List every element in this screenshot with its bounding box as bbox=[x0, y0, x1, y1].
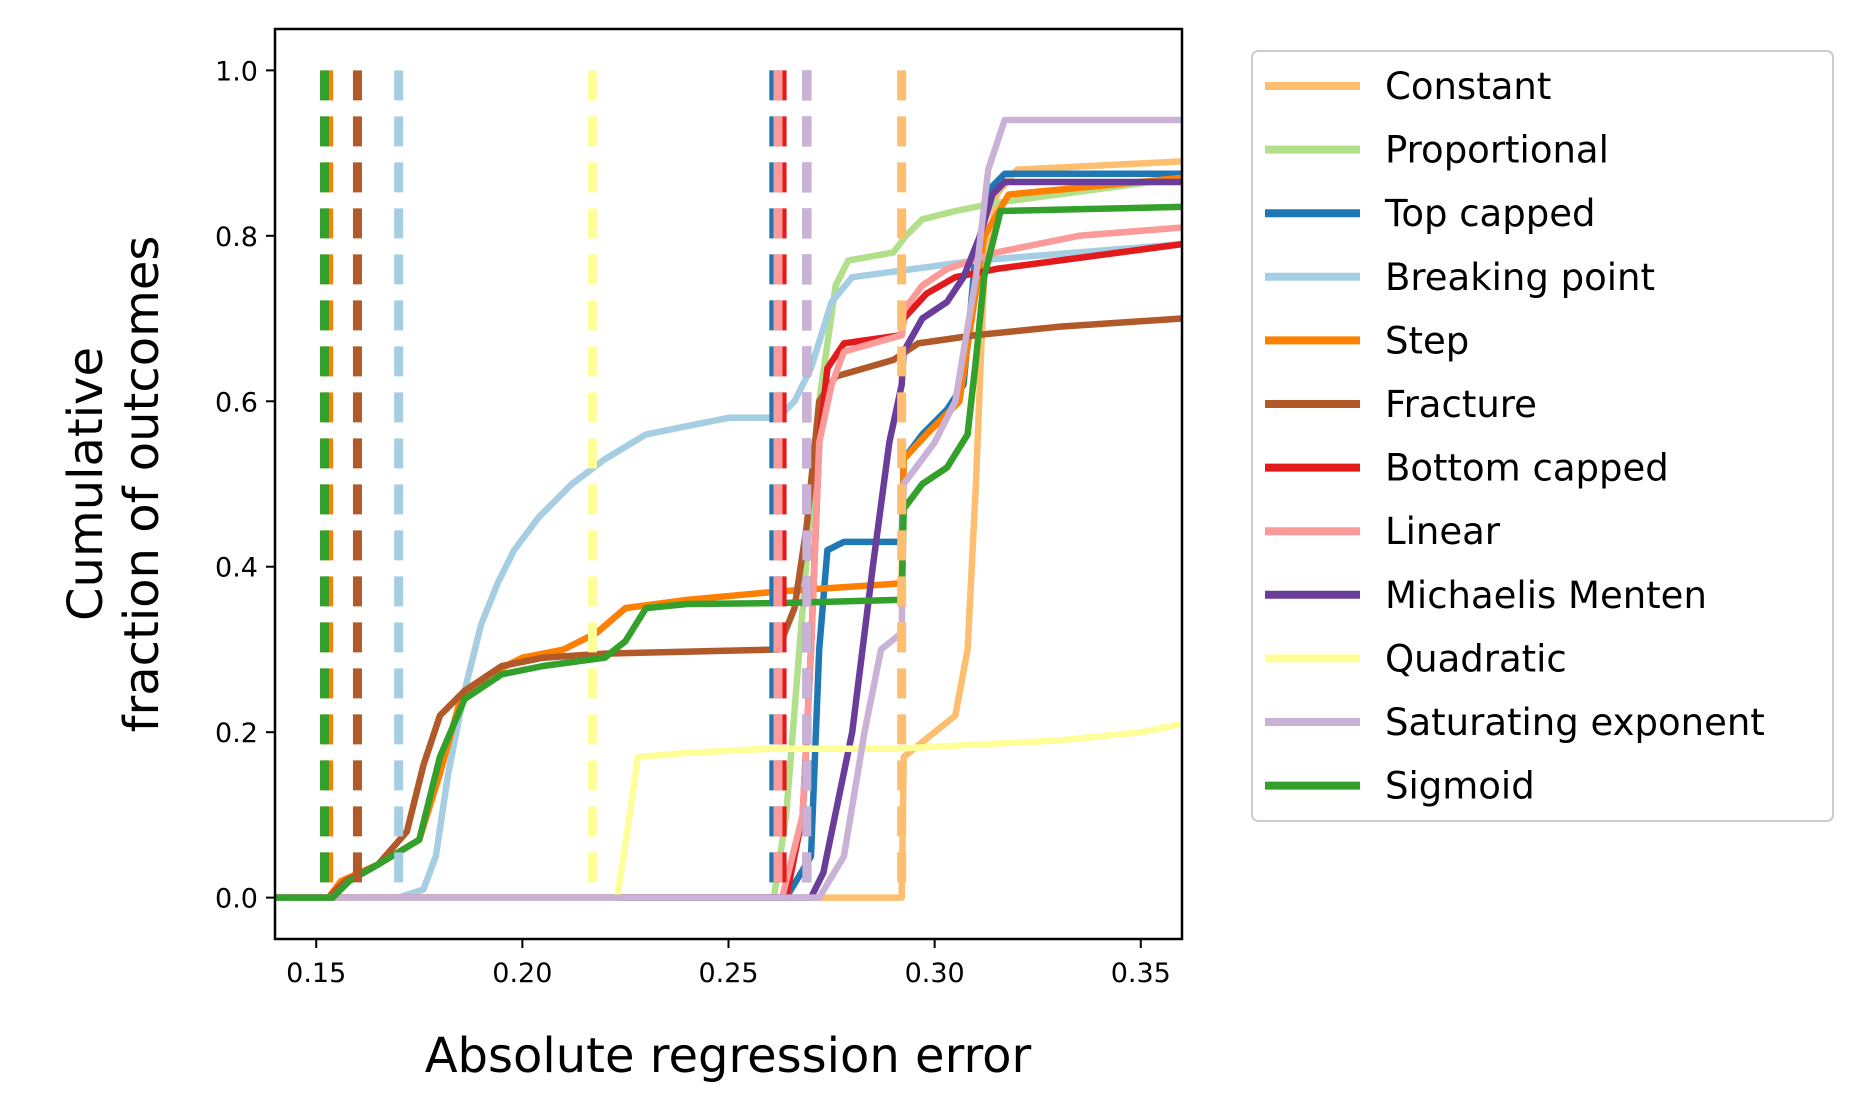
series-layer bbox=[275, 116, 1183, 901]
series-line-step bbox=[275, 174, 1183, 901]
y-tick-label: 0.0 bbox=[215, 884, 258, 915]
x-tick-label: 0.35 bbox=[1111, 958, 1171, 989]
x-axis-title: Absolute regression error bbox=[425, 1028, 1032, 1084]
legend-label-top-capped: Top capped bbox=[1384, 192, 1595, 235]
series-line-michaelis-menten bbox=[275, 178, 1182, 901]
y-tick-label: 0.2 bbox=[215, 718, 258, 749]
legend-label-fracture: Fracture bbox=[1385, 383, 1537, 426]
legend-label-bottom-capped: Bottom capped bbox=[1385, 447, 1669, 490]
legend-label-sigmoid: Sigmoid bbox=[1385, 765, 1535, 808]
x-tick-label: 0.25 bbox=[698, 958, 758, 989]
y-tick-label: 0.6 bbox=[215, 387, 258, 418]
x-tick-label: 0.30 bbox=[905, 958, 965, 989]
x-axis-ticks: 0.15 0.20 0.25 0.30 0.35 bbox=[286, 939, 1171, 989]
y-tick-label: 1.0 bbox=[215, 56, 258, 87]
series-line-bottom-capped bbox=[275, 240, 1183, 901]
y-axis-ticks: 0.0 0.2 0.4 0.6 0.8 1.0 bbox=[215, 56, 275, 915]
series-line-top-capped bbox=[275, 170, 1182, 901]
y-tick-label: 0.8 bbox=[215, 222, 258, 253]
series-line-quadratic bbox=[275, 720, 1183, 901]
legend-label-constant: Constant bbox=[1385, 65, 1551, 108]
series-line-saturating-exponent bbox=[275, 116, 1182, 901]
legend-label-quadratic: Quadratic bbox=[1385, 637, 1567, 680]
y-axis-title-line2: fraction of outcomes bbox=[114, 236, 170, 733]
legend-label-linear: Linear bbox=[1385, 510, 1501, 553]
legend-entries: Constant Proportional Top capped Breaking p… bbox=[1265, 65, 1765, 808]
legend-label-michaelis-menten: Michaelis Menten bbox=[1385, 574, 1707, 617]
legend: Constant Proportional Top capped Breaking p… bbox=[1251, 50, 1834, 822]
legend-label-step: Step bbox=[1385, 319, 1469, 362]
series-line-breaking-point bbox=[275, 240, 1183, 901]
y-axis-title-line1: Cumulative bbox=[58, 347, 114, 621]
legend-label-saturating-exponent: Saturating exponent bbox=[1385, 701, 1765, 744]
legend-label-proportional: Proportional bbox=[1385, 129, 1609, 172]
x-tick-label: 0.15 bbox=[286, 958, 346, 989]
y-tick-label: 0.4 bbox=[215, 553, 258, 584]
legend-box bbox=[1251, 50, 1834, 822]
x-tick-label: 0.20 bbox=[492, 958, 552, 989]
series-line-fracture bbox=[275, 315, 1183, 901]
series-line-constant bbox=[275, 158, 1183, 901]
series-line-sigmoid bbox=[275, 203, 1183, 901]
series-line-proportional bbox=[275, 174, 1183, 901]
legend-label-breaking-point: Breaking point bbox=[1385, 256, 1655, 299]
